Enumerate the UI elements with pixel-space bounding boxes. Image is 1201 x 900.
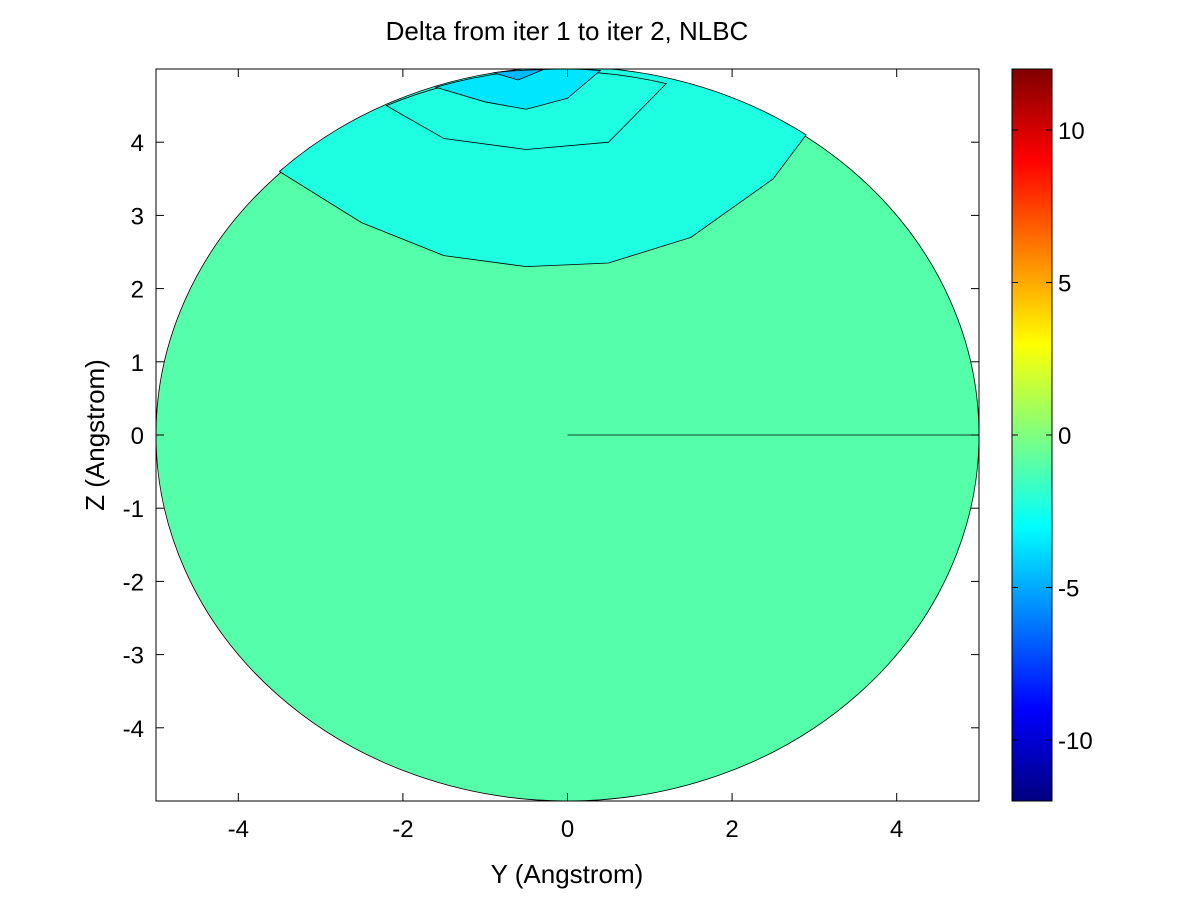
colorbar-tick-label: 0 (1058, 423, 1071, 450)
y-tick-label: 1 (131, 350, 144, 377)
colorbar-tick-label: 10 (1058, 118, 1085, 145)
colorbar-ticks (1012, 129, 1052, 741)
x-tick-label: 4 (890, 816, 903, 843)
y-tick-label: 3 (131, 203, 144, 230)
contour-regions (156, 69, 979, 801)
colorbar-tick-label: -5 (1058, 576, 1079, 603)
x-tick-labels: -4 -2 0 2 4 (228, 816, 904, 843)
plot-area (155, 68, 980, 802)
colorbar-gradient (1012, 69, 1052, 801)
x-axis-label: Y (Angstrom) (491, 859, 644, 889)
y-tick-label: -3 (123, 643, 144, 670)
colorbar-tick-label: 5 (1058, 271, 1071, 298)
y-tick-labels: -4 -3 -2 -1 0 1 2 3 4 (123, 130, 144, 743)
colorbar-tick-label: -10 (1058, 728, 1093, 755)
plot-frame (155, 68, 980, 802)
y-tick-label: -4 (123, 716, 144, 743)
contour-region-4 (493, 69, 543, 81)
colorbar-tick-labels: -10 -5 0 5 10 (1058, 118, 1093, 755)
axis-ticks (156, 69, 979, 801)
colorbar: -10 -5 0 5 10 (1011, 68, 1093, 802)
colorbar-frame (1011, 68, 1053, 802)
x-tick-label: 2 (725, 816, 738, 843)
y-tick-label: 2 (131, 277, 144, 304)
y-tick-label: 0 (131, 423, 144, 450)
x-tick-label: -2 (392, 816, 413, 843)
y-tick-label: 4 (131, 130, 144, 157)
x-tick-label: -4 (228, 816, 249, 843)
y-axis-label: Z (Angstrom) (80, 359, 110, 511)
chart-title: Delta from iter 1 to iter 2, NLBC (386, 16, 749, 46)
y-tick-label: -2 (123, 569, 144, 596)
y-tick-label: -1 (123, 496, 144, 523)
x-tick-label: 0 (561, 816, 574, 843)
